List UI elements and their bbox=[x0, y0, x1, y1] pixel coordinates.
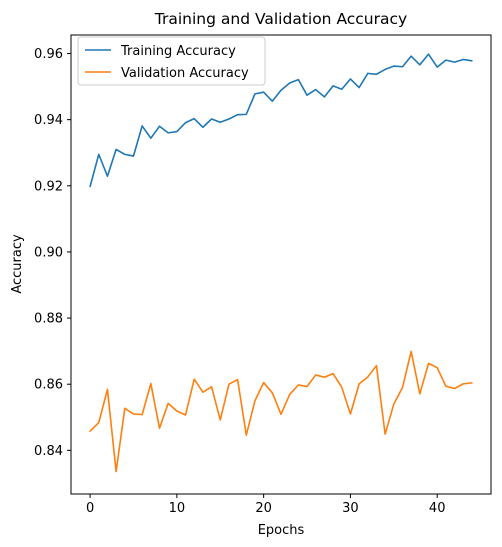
training-accuracy-line bbox=[89, 53, 473, 188]
plot-frame bbox=[70, 34, 492, 495]
y-tick-label: 0.84 bbox=[34, 444, 63, 459]
y-tick-label: 0.86 bbox=[34, 378, 63, 393]
x-tick-label: 40 bbox=[429, 501, 446, 516]
plot-background bbox=[71, 35, 491, 494]
chart-title: Training and Validation Accuracy bbox=[154, 10, 407, 28]
y-tick-label: 0.92 bbox=[34, 179, 63, 194]
y-tick-label: 0.90 bbox=[34, 245, 63, 260]
y-axis-label: Accuracy bbox=[10, 234, 25, 294]
x-axis: 0 10 20 30 40 bbox=[86, 494, 446, 516]
legend-label-training: Training Accuracy bbox=[120, 44, 236, 59]
x-axis-label: Epochs bbox=[258, 523, 305, 538]
legend-label-validation: Validation Accuracy bbox=[121, 66, 249, 81]
series-layer bbox=[89, 53, 473, 473]
plot-area bbox=[70, 34, 492, 495]
x-tick-label: 30 bbox=[342, 501, 359, 516]
x-tick-label: 20 bbox=[255, 501, 272, 516]
y-tick-label: 0.94 bbox=[34, 113, 63, 128]
x-tick-label: 0 bbox=[86, 501, 94, 516]
y-tick-label: 0.96 bbox=[34, 47, 63, 62]
y-tick-label: 0.88 bbox=[34, 312, 63, 327]
legend: Training Accuracy Validation Accuracy bbox=[77, 36, 266, 86]
y-axis: 0.84 0.86 0.88 0.90 0.92 0.94 0.96 bbox=[34, 47, 71, 459]
validation-accuracy-line bbox=[89, 350, 473, 473]
x-tick-label: 10 bbox=[169, 501, 186, 516]
legend-box bbox=[77, 36, 266, 86]
